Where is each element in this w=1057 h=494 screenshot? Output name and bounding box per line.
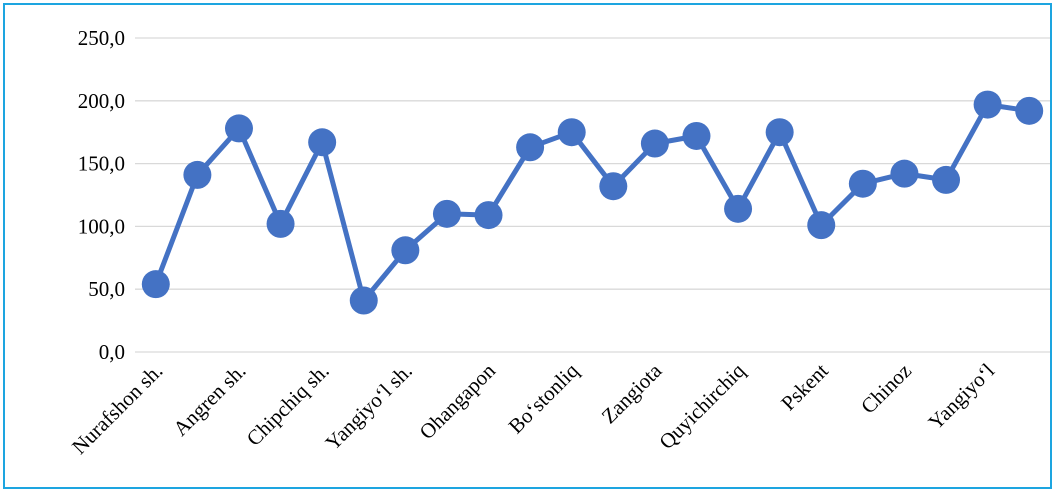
y-tick-label: 0,0 (99, 340, 125, 364)
data-point (432, 199, 461, 228)
y-tick-label: 50,0 (88, 277, 125, 301)
x-tick-label: Nurafshon sh. (67, 359, 167, 459)
x-tick-label: Angren sh. (168, 359, 250, 441)
gridlines (135, 37, 1050, 353)
data-point (848, 169, 877, 198)
y-tick-label: 100,0 (78, 214, 125, 238)
data-point (1015, 96, 1044, 125)
data-point (266, 209, 295, 238)
chart-frame (3, 3, 1052, 489)
data-point (807, 211, 836, 240)
data-point (640, 129, 669, 158)
data-point (349, 286, 378, 315)
x-tick-label: Zangiota (597, 358, 667, 428)
x-tick-label: Bo‘stonliq (504, 358, 584, 438)
data-point (141, 270, 170, 299)
x-tick-label: Yangiyo‘l (923, 358, 999, 434)
data-point (224, 114, 253, 143)
series (141, 90, 1044, 315)
data-point (724, 194, 753, 223)
x-tick-label: Ohangapon (415, 358, 501, 444)
data-point (765, 118, 794, 147)
x-axis-ticks: Nurafshon sh. Angren sh.Chipchiq sh.Yangi… (67, 358, 999, 459)
data-point (391, 236, 420, 265)
x-tick-label: Quyichirchiq (654, 358, 750, 454)
x-tick-label: Pskent (776, 358, 833, 415)
x-tick-label: Chipchiq sh. (242, 359, 334, 451)
data-point (890, 159, 919, 188)
data-point (183, 160, 212, 189)
y-tick-label: 250,0 (78, 26, 125, 50)
data-point (973, 90, 1002, 119)
y-axis-ticks: 0,0 50,0 100,0 150,0 200,0 250,0 (78, 26, 125, 364)
data-point (599, 172, 628, 201)
data-point (516, 133, 545, 162)
data-point (474, 201, 503, 230)
x-tick-label: Chinoz (856, 359, 916, 419)
data-point (308, 128, 337, 157)
data-point (682, 121, 711, 150)
series-line (153, 102, 1030, 303)
x-tick-label: Yangiyo‘l sh. (321, 359, 417, 455)
y-tick-label: 200,0 (78, 89, 125, 113)
data-point (557, 118, 586, 147)
data-point (932, 165, 961, 194)
y-tick-label: 150,0 (78, 152, 125, 176)
